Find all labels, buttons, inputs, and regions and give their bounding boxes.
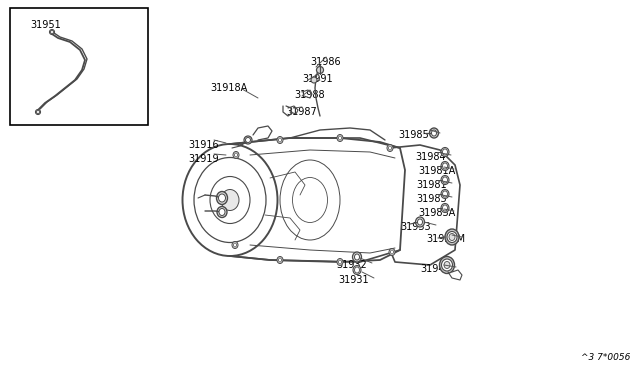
Ellipse shape [431,130,436,136]
Ellipse shape [216,192,227,205]
Ellipse shape [387,144,393,151]
Ellipse shape [441,148,449,157]
Text: 31916: 31916 [188,140,219,150]
Text: 31986: 31986 [310,57,340,67]
Ellipse shape [390,250,394,254]
Ellipse shape [445,229,459,245]
Ellipse shape [449,234,455,241]
Text: 31981: 31981 [416,180,447,190]
Text: 31991: 31991 [302,74,333,84]
Ellipse shape [234,153,237,157]
Ellipse shape [218,194,225,202]
Text: 31987: 31987 [286,107,317,117]
Ellipse shape [442,149,447,155]
Text: 31984: 31984 [415,152,445,162]
Ellipse shape [442,191,447,197]
Ellipse shape [244,136,252,144]
Ellipse shape [442,205,447,211]
Text: 31981A: 31981A [418,166,455,176]
Ellipse shape [277,137,283,144]
Ellipse shape [415,217,424,227]
Ellipse shape [339,260,342,264]
Ellipse shape [182,144,278,256]
Ellipse shape [49,29,54,35]
Polygon shape [390,145,460,265]
Ellipse shape [337,259,343,266]
Text: 31933: 31933 [400,222,431,232]
Ellipse shape [441,161,449,170]
Ellipse shape [441,189,449,199]
Text: 31919: 31919 [188,154,219,164]
Ellipse shape [233,151,239,158]
Ellipse shape [429,128,438,138]
Ellipse shape [355,254,360,260]
Ellipse shape [51,31,54,33]
Ellipse shape [278,138,282,142]
Text: 31933M: 31933M [426,234,465,244]
Ellipse shape [35,109,40,115]
Text: 31985: 31985 [398,130,429,140]
Text: 31988: 31988 [294,90,324,100]
Bar [10,8,148,125]
Ellipse shape [353,266,361,275]
Ellipse shape [355,267,360,273]
Ellipse shape [337,135,343,141]
Ellipse shape [232,241,238,248]
Ellipse shape [442,177,447,183]
Ellipse shape [210,176,250,224]
Ellipse shape [219,208,225,215]
Text: ^3 7*0056: ^3 7*0056 [580,353,630,362]
Ellipse shape [389,248,395,256]
Ellipse shape [246,138,250,142]
Ellipse shape [442,259,452,271]
Ellipse shape [36,110,40,113]
Ellipse shape [194,157,266,243]
Ellipse shape [441,176,449,185]
Ellipse shape [353,252,362,262]
Ellipse shape [234,243,237,247]
Ellipse shape [441,203,449,212]
Ellipse shape [317,67,323,74]
Ellipse shape [292,177,328,222]
Text: 31918A: 31918A [210,83,247,93]
Text: 31983A: 31983A [418,208,455,218]
Text: 31932: 31932 [336,260,367,270]
Ellipse shape [280,160,340,240]
Ellipse shape [278,258,282,262]
Text: 31931: 31931 [338,275,369,285]
Ellipse shape [444,262,450,269]
Ellipse shape [311,77,317,83]
Ellipse shape [442,163,447,169]
Ellipse shape [417,219,422,225]
Text: 31941: 31941 [420,264,451,274]
Ellipse shape [221,189,239,211]
Text: 31983: 31983 [416,194,447,204]
Ellipse shape [217,206,227,218]
Ellipse shape [447,231,457,243]
Ellipse shape [277,257,283,263]
Ellipse shape [388,146,392,150]
Text: 31951: 31951 [30,20,61,30]
Ellipse shape [440,257,454,273]
Ellipse shape [339,136,342,140]
